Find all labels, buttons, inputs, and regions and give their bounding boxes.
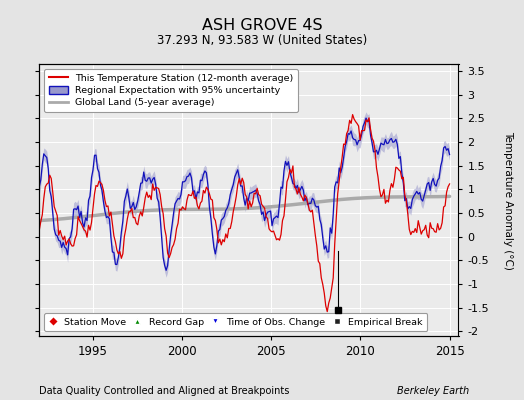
Legend: Station Move, Record Gap, Time of Obs. Change, Empirical Break: Station Move, Record Gap, Time of Obs. C… [44,313,428,331]
Text: ASH GROVE 4S: ASH GROVE 4S [202,18,322,33]
Text: Data Quality Controlled and Aligned at Breakpoints: Data Quality Controlled and Aligned at B… [39,386,290,396]
Text: Berkeley Earth: Berkeley Earth [397,386,469,396]
Text: 37.293 N, 93.583 W (United States): 37.293 N, 93.583 W (United States) [157,34,367,47]
Y-axis label: Temperature Anomaly (°C): Temperature Anomaly (°C) [503,130,513,270]
